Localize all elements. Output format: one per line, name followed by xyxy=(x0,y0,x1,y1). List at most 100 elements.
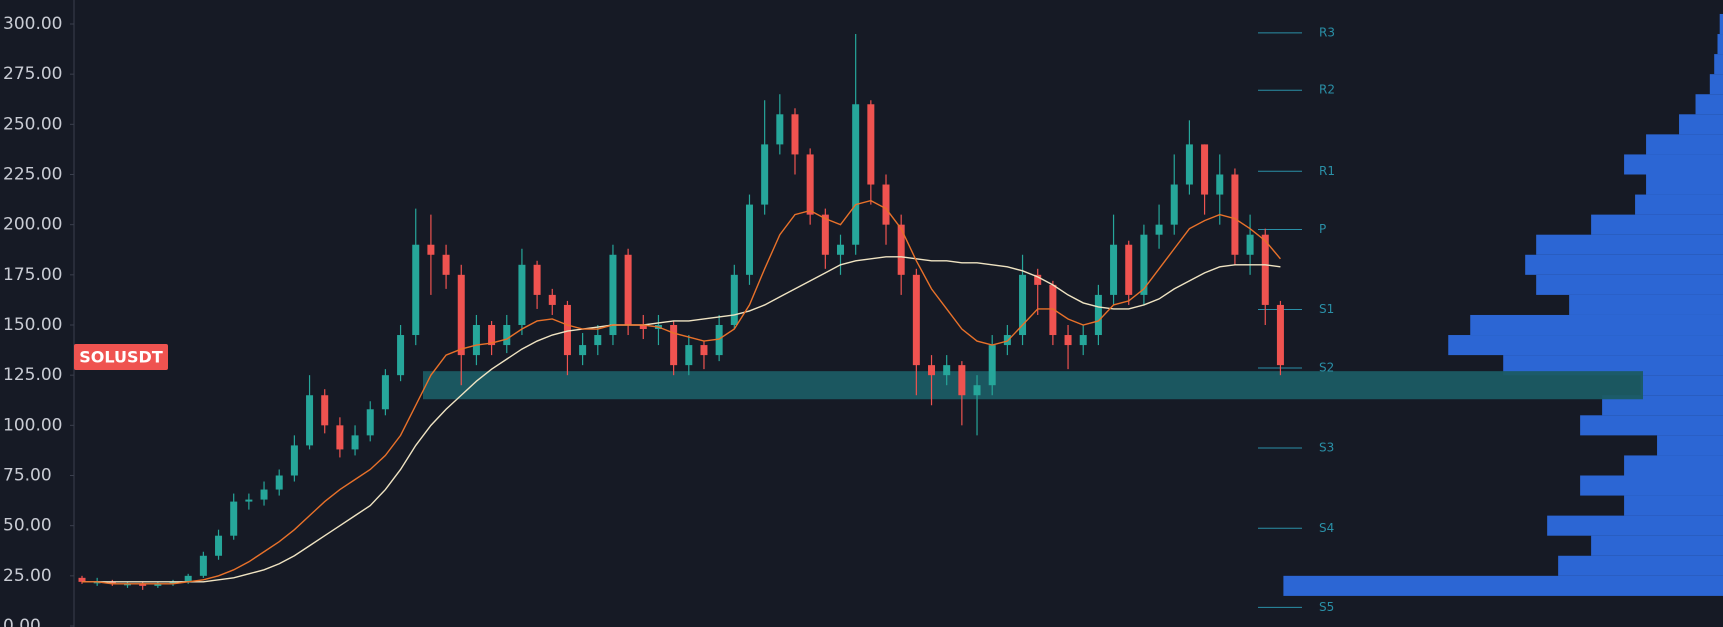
candle-body xyxy=(594,335,602,346)
candle-body xyxy=(488,325,496,346)
candle-body xyxy=(624,254,632,325)
profile-bar xyxy=(1283,575,1723,596)
candle-body xyxy=(639,325,647,330)
candle-body xyxy=(427,244,435,255)
profile-bar xyxy=(1503,355,1723,376)
y-tick-label: 200.00 xyxy=(3,215,62,235)
candle-body xyxy=(108,581,116,584)
candle-body xyxy=(958,365,966,396)
candle-body xyxy=(78,577,86,582)
candle-body xyxy=(821,214,829,255)
symbol-label-group: SOLUSDT xyxy=(74,344,168,370)
y-tick-label: 175.00 xyxy=(3,265,62,285)
pivot-levels: R3 R2 R1 P S1 S2 S3 S4 S5 xyxy=(1258,25,1335,614)
candle-body xyxy=(670,325,678,366)
candle-body xyxy=(882,184,890,225)
profile-bar xyxy=(1448,335,1723,356)
y-tick-label: 225.00 xyxy=(3,165,62,185)
candle-body xyxy=(321,395,329,426)
candle-body xyxy=(169,581,177,584)
candle-body xyxy=(837,244,844,255)
candle-body xyxy=(897,224,905,275)
candle-body xyxy=(548,294,556,305)
candle-body xyxy=(1246,234,1254,255)
candle-body xyxy=(306,395,314,446)
candle-body xyxy=(139,583,147,586)
candle-body xyxy=(1216,174,1224,195)
candle-body xyxy=(336,425,344,450)
profile-bar xyxy=(1624,154,1723,175)
y-axis: 0.00 25.00 50.00 75.00 100.00 125.00 150.00 175… xyxy=(3,14,74,627)
profile-bar xyxy=(1679,114,1723,135)
candle-body xyxy=(685,345,693,366)
profile-bar xyxy=(1558,555,1723,576)
candle-body xyxy=(730,274,738,325)
y-tick-label: 250.00 xyxy=(3,114,62,134)
symbol-label-bg xyxy=(74,344,168,370)
candle-body xyxy=(230,501,238,536)
zone-layer xyxy=(423,371,1643,400)
candle-body xyxy=(1034,274,1042,285)
candles xyxy=(78,34,1284,590)
candle-body xyxy=(943,365,951,376)
candle-body xyxy=(366,409,374,436)
profile-bar xyxy=(1646,134,1723,155)
candle-body xyxy=(1231,174,1239,255)
pivot-label: R2 xyxy=(1319,83,1335,97)
candle-body xyxy=(1140,234,1148,295)
zone xyxy=(423,371,1643,400)
profile-bar xyxy=(1709,74,1723,95)
candle-body xyxy=(700,345,708,356)
candle-body xyxy=(1019,274,1027,336)
profile-bar xyxy=(1719,13,1723,35)
profile-bar xyxy=(1624,455,1723,476)
candle-body xyxy=(1155,224,1163,235)
profile-bar xyxy=(1547,515,1723,536)
candle-body xyxy=(1064,335,1072,346)
candle-body xyxy=(1049,284,1057,336)
candle-body xyxy=(472,325,480,356)
pivot-label: P xyxy=(1319,222,1326,236)
candle-body xyxy=(457,274,465,356)
y-tick-label: 75.00 xyxy=(3,466,52,486)
profile-bar xyxy=(1714,54,1723,75)
profile-bar xyxy=(1580,415,1723,436)
candle-body xyxy=(503,325,511,346)
candle-body xyxy=(579,345,587,356)
candle-body xyxy=(1185,144,1193,185)
candle-body xyxy=(1094,294,1102,336)
pivot-label: R3 xyxy=(1319,25,1335,39)
pivot-label: S1 xyxy=(1319,302,1334,316)
symbol-label: SOLUSDT xyxy=(79,348,163,367)
profile-bar xyxy=(1536,234,1723,255)
profile-bar xyxy=(1591,535,1723,556)
pivot-label: S4 xyxy=(1319,521,1334,535)
candle-body xyxy=(852,104,860,245)
candle-body xyxy=(245,499,253,502)
volume-profile xyxy=(1283,13,1723,596)
pivot-label: S5 xyxy=(1319,600,1334,614)
y-tick-label: 125.00 xyxy=(3,365,62,385)
candle-body xyxy=(397,335,405,376)
pivot-label: S2 xyxy=(1319,360,1334,374)
candle-body xyxy=(275,475,283,490)
candle-body xyxy=(806,154,814,215)
moving-average xyxy=(82,256,1281,583)
candle-body xyxy=(1170,184,1178,225)
candle-body xyxy=(290,445,298,476)
pivot-label: R1 xyxy=(1319,164,1335,178)
y-tick-label: 300.00 xyxy=(3,14,62,34)
candle-body xyxy=(1261,234,1269,305)
profile-bar xyxy=(1635,194,1723,215)
candle-body xyxy=(199,555,207,576)
candle-body xyxy=(412,244,420,336)
profile-bar xyxy=(1602,395,1723,416)
y-tick-label: 100.00 xyxy=(3,415,62,435)
candle-body xyxy=(215,535,223,556)
candle-body xyxy=(928,365,936,376)
moving-average xyxy=(82,199,1281,585)
candle-body xyxy=(563,304,571,356)
candle-body xyxy=(381,375,389,410)
y-tick-label: 275.00 xyxy=(3,64,62,84)
candle-body xyxy=(351,435,359,450)
